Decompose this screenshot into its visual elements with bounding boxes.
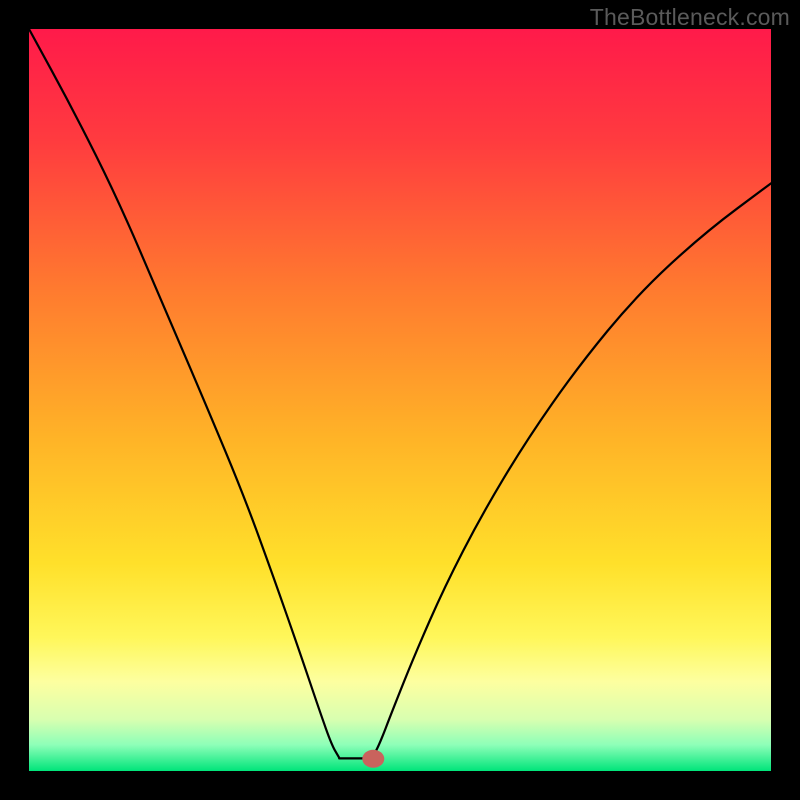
plot-background-gradient <box>29 29 771 771</box>
optimal-point-marker <box>362 750 384 768</box>
chart-container: TheBottleneck.com <box>0 0 800 800</box>
bottleneck-chart <box>0 0 800 800</box>
watermark-label: TheBottleneck.com <box>590 4 790 31</box>
